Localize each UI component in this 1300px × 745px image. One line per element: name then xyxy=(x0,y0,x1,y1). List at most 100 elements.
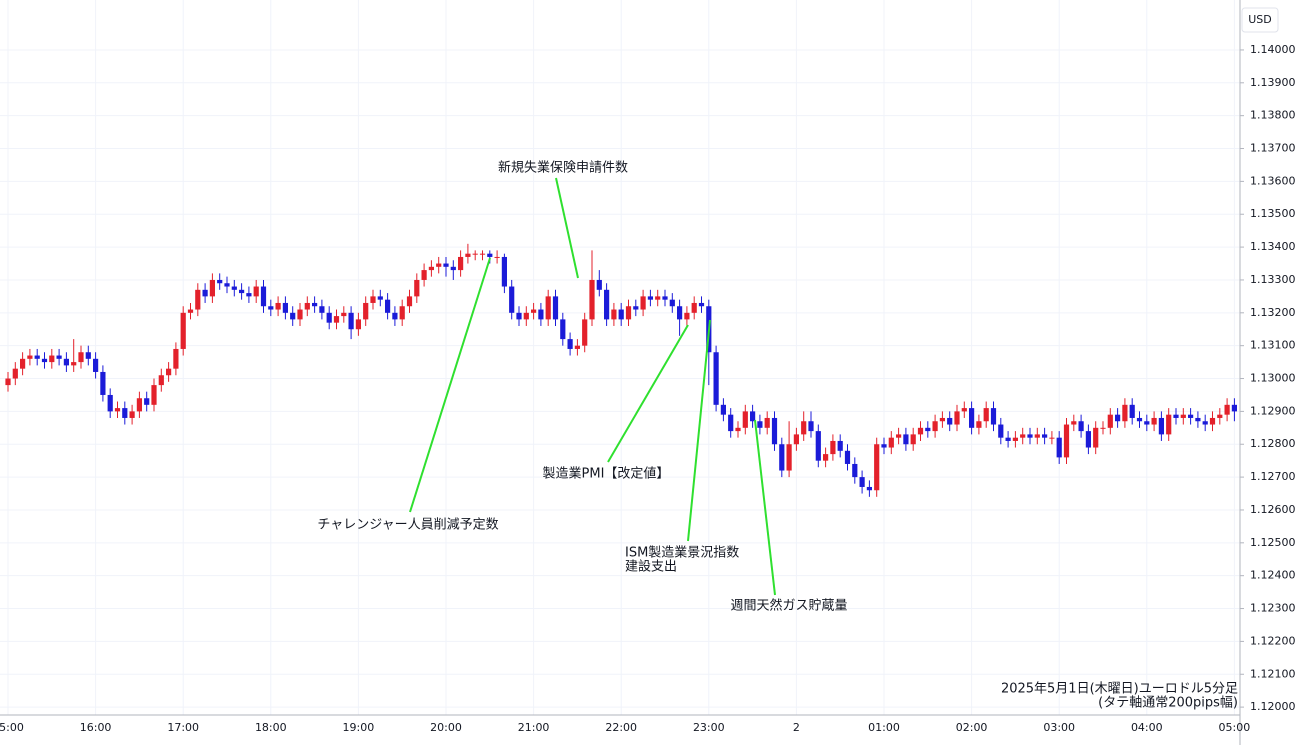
candle-body xyxy=(1027,434,1033,438)
candle-body xyxy=(531,309,537,313)
candle-body xyxy=(1180,414,1186,418)
candle-body xyxy=(552,296,559,320)
candle-body xyxy=(1056,437,1062,458)
candle-body xyxy=(618,309,624,320)
candle-body xyxy=(268,306,274,310)
annotation-leader xyxy=(409,257,491,513)
candle-body xyxy=(129,411,135,418)
x-tick-label: 22:00 xyxy=(605,721,637,734)
annotation-leader xyxy=(607,324,689,463)
candle-body xyxy=(479,253,486,255)
candle-body xyxy=(195,289,201,310)
y-tick-label: 1.12700 xyxy=(1250,470,1296,483)
candle-body xyxy=(399,306,405,320)
candle-body xyxy=(326,312,332,323)
annotation-label: 新規失業保険申請件数 xyxy=(498,160,628,176)
candle-body xyxy=(662,296,668,300)
candle-body xyxy=(1209,417,1216,425)
candle-body xyxy=(691,302,697,313)
annotation-leader xyxy=(555,177,579,279)
candle-body xyxy=(560,319,566,340)
candle-body xyxy=(1005,437,1011,441)
annotation-label: チャレンジャー人員削減予定数 xyxy=(317,517,498,533)
candle-body xyxy=(604,289,610,320)
x-tick-label: 2 xyxy=(793,721,800,734)
candle-body xyxy=(990,408,997,425)
candle-body xyxy=(202,289,208,297)
candle-body xyxy=(545,296,551,320)
y-tick-label: 1.12100 xyxy=(1250,667,1296,680)
candle-body xyxy=(516,312,522,320)
candle-body xyxy=(625,306,632,320)
candle-body xyxy=(231,286,237,290)
candle-body xyxy=(881,444,887,448)
candle-body xyxy=(1202,421,1208,425)
candle-body xyxy=(275,302,281,310)
candle-body xyxy=(501,256,507,287)
footer-note: (タテ軸通常200pips幅) xyxy=(1098,696,1238,711)
candle-body xyxy=(443,263,449,267)
candle-body xyxy=(12,368,18,379)
candle-body xyxy=(355,319,361,330)
y-tick-label: 1.13400 xyxy=(1250,240,1296,253)
candle-body xyxy=(260,286,267,307)
candle-body xyxy=(209,279,215,297)
candle-body xyxy=(823,454,829,461)
candle-body xyxy=(392,312,398,320)
candle-body xyxy=(1224,404,1230,415)
candle-body xyxy=(874,444,880,491)
candle-body xyxy=(107,394,113,412)
candle-body xyxy=(969,408,975,428)
candle-body xyxy=(801,421,807,435)
candle-body xyxy=(1100,427,1106,429)
candle-body xyxy=(341,312,347,317)
candle-body xyxy=(961,408,967,412)
candle-body xyxy=(669,299,675,307)
candle-body xyxy=(1078,421,1084,432)
candle-body xyxy=(49,355,55,363)
candle-body xyxy=(837,440,843,451)
candle-body xyxy=(728,414,734,432)
footer-title: 2025年5月1日(木曜日)ユーロドル5分足 xyxy=(1001,682,1238,697)
candle-body xyxy=(523,312,529,320)
candle-body xyxy=(414,279,420,297)
candle-body xyxy=(224,283,230,287)
x-tick-label: 23:00 xyxy=(693,721,725,734)
candle-body xyxy=(1093,427,1099,448)
candle-body xyxy=(888,437,894,448)
candle-body xyxy=(574,345,580,349)
candle-body xyxy=(1020,434,1026,438)
candle-body xyxy=(56,355,62,359)
candle-body xyxy=(363,302,369,320)
currency-label: USD xyxy=(1248,13,1272,26)
x-tick-label: 19:00 xyxy=(343,721,375,734)
candle-body xyxy=(114,408,121,412)
candle-body xyxy=(333,316,340,323)
y-tick-label: 1.13000 xyxy=(1250,372,1296,385)
candle-body xyxy=(436,263,442,267)
candle-body xyxy=(472,253,478,255)
candle-body xyxy=(1042,434,1048,438)
candle-body xyxy=(122,408,128,418)
candle-body xyxy=(166,368,172,376)
candle-body xyxy=(458,256,464,271)
candle-body xyxy=(297,309,303,320)
candles xyxy=(5,243,1237,497)
candle-body xyxy=(903,434,909,445)
candle-body xyxy=(144,398,150,405)
candle-body xyxy=(1129,404,1135,418)
candle-body xyxy=(786,444,792,471)
candle-body xyxy=(487,253,493,257)
candle-body xyxy=(976,421,982,428)
candle-body xyxy=(1231,404,1237,412)
candle-body xyxy=(793,434,799,445)
candle-body xyxy=(1173,414,1179,418)
y-tick-label: 1.12600 xyxy=(1250,503,1296,516)
candle-body xyxy=(698,302,705,307)
candle-body xyxy=(750,411,756,422)
candle-body xyxy=(640,296,646,310)
y-tick-label: 1.12000 xyxy=(1250,700,1296,713)
annotation-leader xyxy=(687,319,711,542)
y-tick-label: 1.13500 xyxy=(1250,207,1296,220)
